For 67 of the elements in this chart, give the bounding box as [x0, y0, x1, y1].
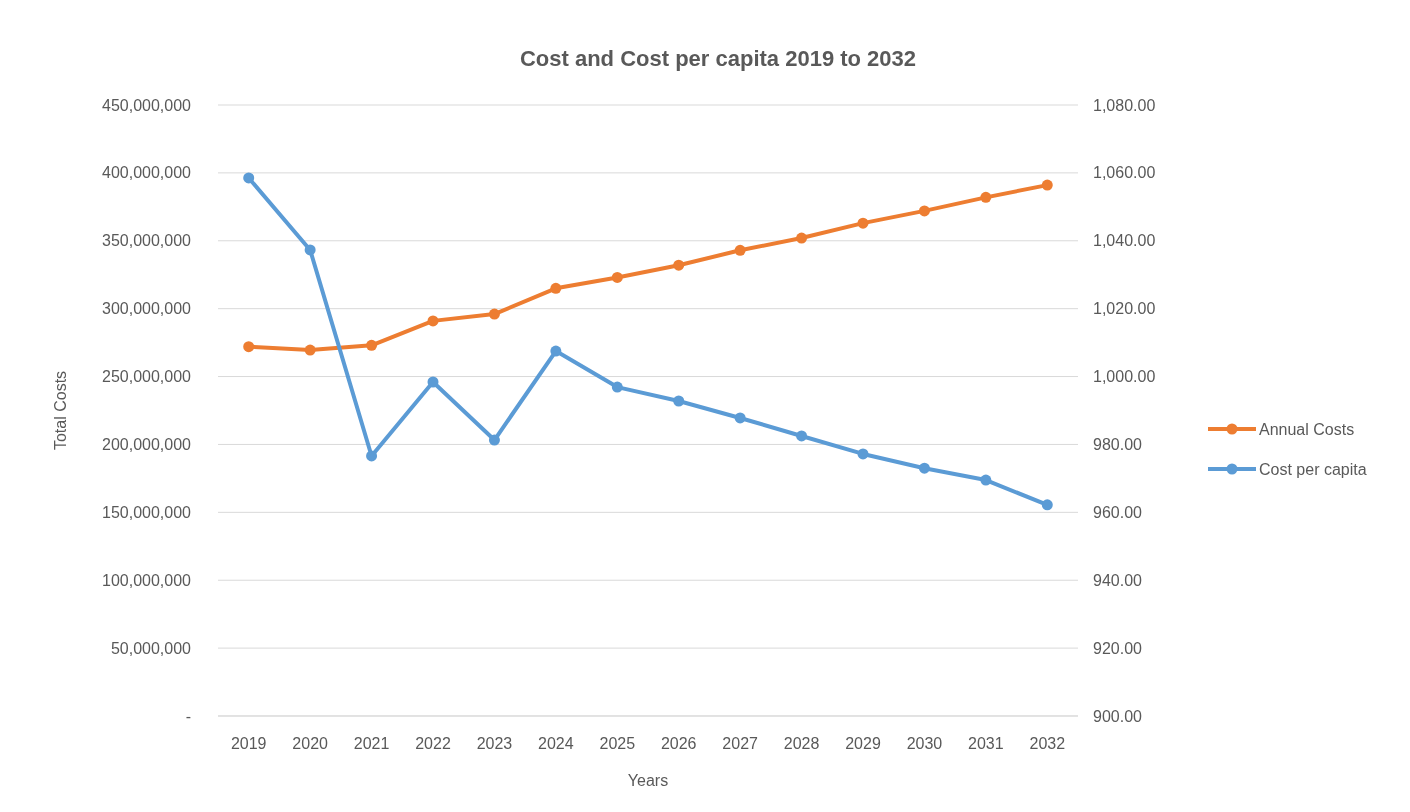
point: [611, 381, 623, 393]
point: [796, 232, 808, 244]
legend-label: Cost per capita: [1259, 460, 1367, 478]
y-tick-label: 450,000,000: [102, 96, 192, 114]
point: [611, 271, 623, 283]
point: [980, 191, 992, 203]
point: [304, 344, 316, 356]
chart-title: Cost and Cost per capita 2019 to 2032: [519, 46, 917, 71]
y-tick-label: 300,000,000: [102, 300, 192, 318]
x-tick-label: 2029: [845, 735, 881, 752]
point: [918, 205, 930, 217]
x-tick-label: 2024: [538, 735, 574, 752]
y2-tick-label: 1,020.00: [1093, 300, 1156, 318]
y-tick-label: 200,000,000: [102, 436, 192, 454]
point: [427, 376, 439, 388]
y-tick-label: -: [185, 707, 191, 725]
point: [980, 474, 992, 486]
x-tick-label: 2026: [660, 735, 697, 752]
point: [243, 341, 255, 353]
y2-tick-label: 1,060.00: [1093, 164, 1156, 182]
point: [366, 339, 378, 351]
y2-tick-label: 920.00: [1093, 639, 1143, 657]
y-tick-label: 150,000,000: [102, 503, 192, 521]
point: [857, 217, 869, 229]
legend-label: Annual Costs: [1259, 420, 1355, 438]
point: [488, 434, 500, 446]
point: [918, 462, 930, 474]
x-tick-label: 2027: [722, 735, 759, 752]
point: [366, 450, 378, 462]
point: [857, 448, 869, 460]
x-tick-label: 2021: [353, 735, 390, 752]
x-tick-label: 2031: [968, 735, 1004, 752]
point: [1041, 179, 1053, 191]
point: [488, 308, 500, 320]
x-axis-title: Years: [627, 772, 669, 789]
point: [427, 315, 439, 327]
point: [673, 259, 685, 271]
y2-tick-label: 1,080.00: [1093, 96, 1156, 114]
x-tick-label: 2022: [415, 735, 451, 752]
y2-tick-label: 1,000.00: [1093, 368, 1156, 386]
x-tick-label: 2020: [292, 735, 329, 752]
x-tick-label: 2023: [476, 735, 513, 752]
x-tick-label: 2025: [599, 735, 636, 752]
y-tick-label: 400,000,000: [102, 164, 192, 182]
point: [1041, 499, 1053, 511]
point: [243, 172, 255, 184]
point: [734, 412, 746, 424]
y2-tick-label: 960.00: [1093, 503, 1143, 521]
y-tick-label: 100,000,000: [102, 571, 192, 589]
y2-tick-label: 980.00: [1093, 436, 1143, 454]
point: [796, 430, 808, 442]
point: [734, 244, 746, 256]
y-tick-label: 50,000,000: [110, 639, 192, 657]
y-tick-label: 350,000,000: [102, 232, 192, 250]
x-tick-label: 2030: [906, 735, 943, 752]
x-tick-label: 2032: [1029, 735, 1066, 752]
y2-tick-label: 940.00: [1093, 571, 1143, 589]
y-tick-label: 250,000,000: [102, 368, 192, 386]
point: [550, 282, 562, 294]
y2-tick-label: 1,040.00: [1093, 232, 1156, 250]
x-tick-label: 2028: [783, 735, 820, 752]
y2-tick-label: 900.00: [1093, 707, 1143, 725]
y-axis-title: Total Costs: [52, 370, 69, 451]
point: [304, 244, 316, 256]
point: [673, 395, 685, 407]
x-tick-label: 2019: [230, 735, 267, 752]
point: [550, 345, 562, 357]
